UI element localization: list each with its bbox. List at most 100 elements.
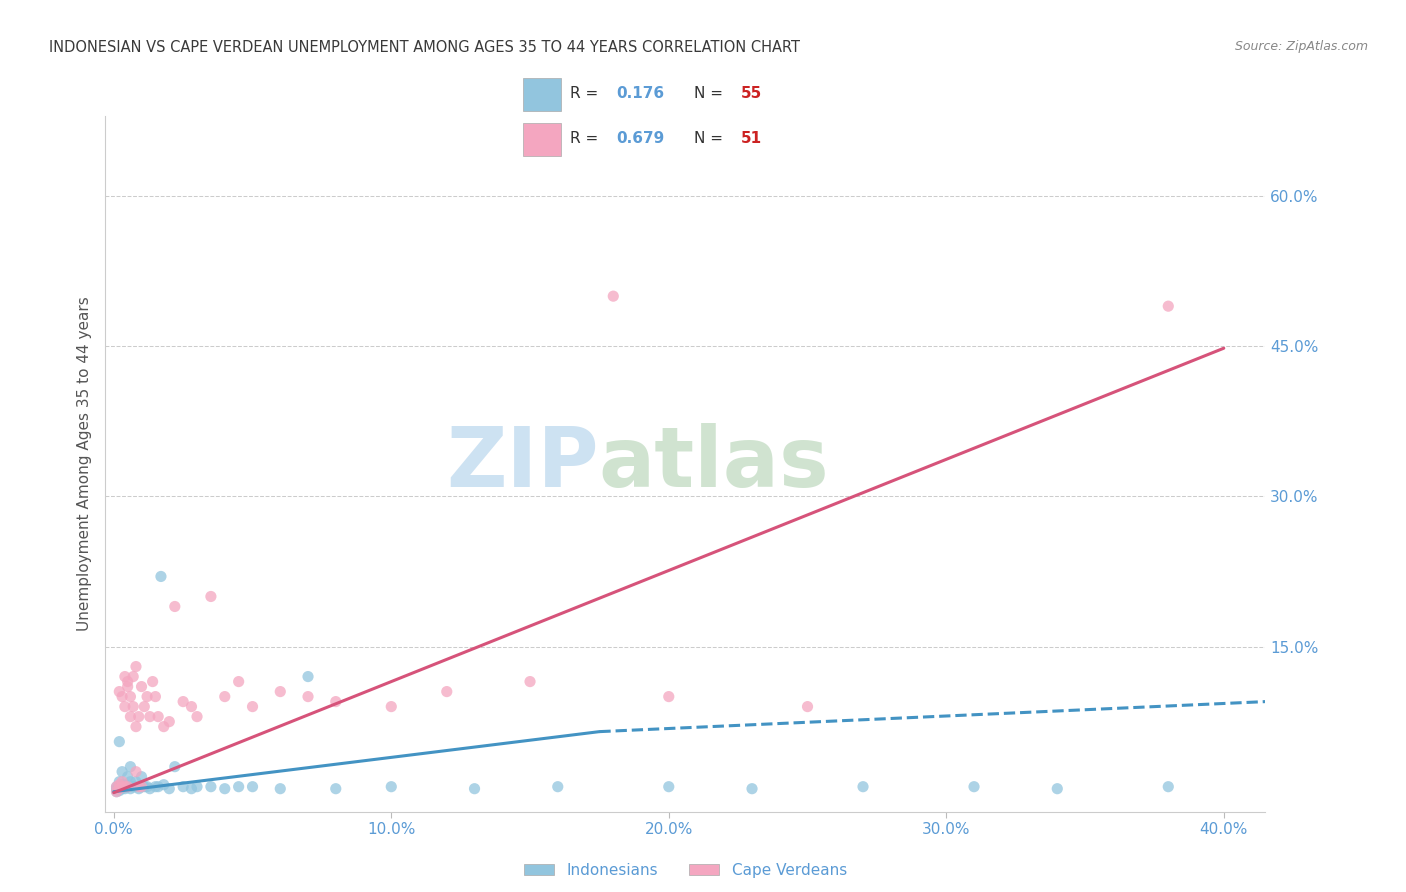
Text: 0.679: 0.679 xyxy=(616,131,664,146)
Point xyxy=(125,774,148,789)
Point xyxy=(108,684,131,698)
Point xyxy=(228,780,250,794)
Text: N =: N = xyxy=(693,131,727,146)
Point xyxy=(111,780,134,794)
Point xyxy=(125,764,148,779)
Point xyxy=(111,774,134,789)
Point xyxy=(131,680,153,694)
Point xyxy=(114,778,136,792)
Point xyxy=(111,780,134,794)
Point xyxy=(157,714,180,729)
Point xyxy=(125,720,148,734)
Point xyxy=(117,780,139,794)
Point xyxy=(108,781,131,796)
Point xyxy=(136,780,159,794)
Point xyxy=(180,781,202,796)
Point xyxy=(105,785,128,799)
Point xyxy=(658,690,681,704)
Text: R =: R = xyxy=(571,87,603,102)
Point xyxy=(122,699,145,714)
Point xyxy=(120,709,142,723)
Point xyxy=(157,781,180,796)
Point xyxy=(269,684,291,698)
Point xyxy=(142,674,165,689)
Point xyxy=(120,774,142,789)
Point xyxy=(963,780,986,794)
Point xyxy=(148,709,170,723)
Point xyxy=(125,659,148,673)
Point xyxy=(148,780,170,794)
Point xyxy=(796,699,818,714)
Point xyxy=(111,690,134,704)
Point xyxy=(200,780,222,794)
Point xyxy=(108,780,131,794)
Point xyxy=(145,780,167,794)
Point xyxy=(152,778,174,792)
Point xyxy=(852,780,875,794)
Text: R =: R = xyxy=(571,131,603,146)
Point xyxy=(228,674,250,689)
Point xyxy=(1157,780,1180,794)
Point xyxy=(380,699,402,714)
Legend: Indonesians, Cape Verdeans: Indonesians, Cape Verdeans xyxy=(517,857,853,884)
Point xyxy=(602,289,624,303)
Point xyxy=(117,780,139,794)
Point xyxy=(172,780,194,794)
FancyBboxPatch shape xyxy=(523,78,561,111)
Point xyxy=(114,669,136,683)
Point xyxy=(108,734,131,748)
Point xyxy=(108,783,131,797)
Point xyxy=(180,699,202,714)
Point xyxy=(108,774,131,789)
Point xyxy=(741,781,763,796)
Point xyxy=(325,695,347,709)
Point xyxy=(114,780,136,794)
Point xyxy=(186,709,208,723)
Point xyxy=(134,699,156,714)
Point xyxy=(125,780,148,794)
Text: N =: N = xyxy=(693,87,727,102)
Point xyxy=(436,684,458,698)
Point xyxy=(114,781,136,796)
Point xyxy=(145,690,167,704)
Point xyxy=(117,680,139,694)
Point xyxy=(325,781,347,796)
Point xyxy=(139,781,162,796)
Point xyxy=(214,690,236,704)
Point xyxy=(120,781,142,796)
Point xyxy=(128,780,150,794)
Point xyxy=(105,785,128,799)
Y-axis label: Unemployment Among Ages 35 to 44 years: Unemployment Among Ages 35 to 44 years xyxy=(76,296,91,632)
Point xyxy=(120,690,142,704)
Point xyxy=(105,780,128,794)
Point xyxy=(122,780,145,794)
Point xyxy=(297,690,319,704)
Point xyxy=(108,778,131,792)
Point xyxy=(1046,781,1069,796)
Point xyxy=(547,780,569,794)
Point xyxy=(139,709,162,723)
Point xyxy=(163,599,186,614)
Point xyxy=(128,781,150,796)
Text: 55: 55 xyxy=(741,87,762,102)
Text: INDONESIAN VS CAPE VERDEAN UNEMPLOYMENT AMONG AGES 35 TO 44 YEARS CORRELATION CH: INDONESIAN VS CAPE VERDEAN UNEMPLOYMENT … xyxy=(49,40,800,55)
Text: 51: 51 xyxy=(741,131,762,146)
Point xyxy=(111,764,134,779)
Point xyxy=(117,674,139,689)
Point xyxy=(163,759,186,773)
Point xyxy=(111,781,134,796)
Point xyxy=(128,709,150,723)
Point xyxy=(186,780,208,794)
Text: 0.176: 0.176 xyxy=(616,87,664,102)
Point xyxy=(658,780,681,794)
Point xyxy=(1157,299,1180,313)
Point xyxy=(464,781,486,796)
Point xyxy=(111,778,134,792)
Point xyxy=(120,759,142,773)
Point xyxy=(519,674,541,689)
Point xyxy=(242,699,264,714)
Text: Source: ZipAtlas.com: Source: ZipAtlas.com xyxy=(1234,40,1368,54)
Point xyxy=(114,699,136,714)
Point xyxy=(242,780,264,794)
Point xyxy=(122,780,145,794)
